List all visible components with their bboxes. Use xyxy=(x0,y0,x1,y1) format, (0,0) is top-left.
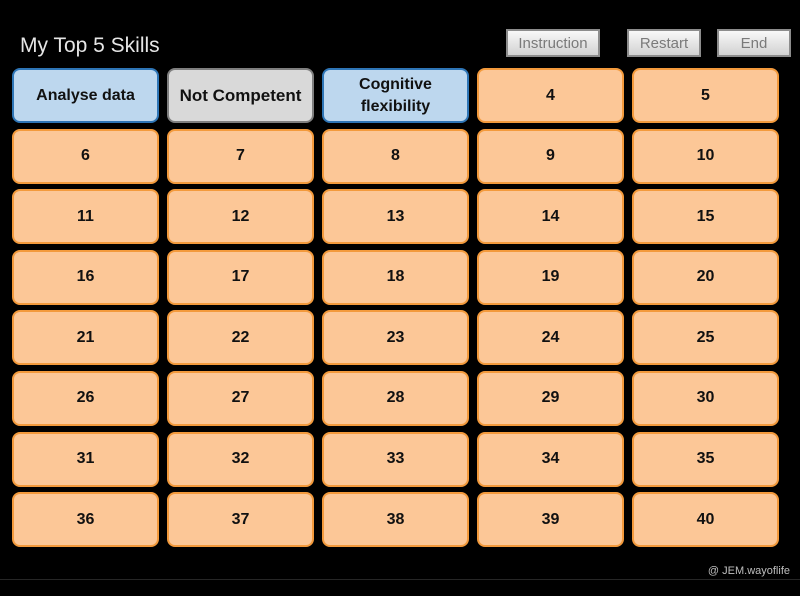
restart-button[interactable]: Restart xyxy=(627,29,701,57)
skill-card[interactable]: 20 xyxy=(632,249,779,305)
skill-card[interactable]: 5 xyxy=(632,68,779,123)
footer-divider xyxy=(0,579,800,580)
skill-card[interactable]: 30 xyxy=(632,370,779,426)
skill-card[interactable]: 4 xyxy=(477,68,624,123)
skill-card[interactable]: 32 xyxy=(167,431,314,487)
skill-card[interactable]: 34 xyxy=(477,431,624,487)
skill-card[interactable]: 24 xyxy=(477,310,624,366)
skill-card[interactable]: 10 xyxy=(632,128,779,184)
skill-card[interactable]: 19 xyxy=(477,249,624,305)
skill-card[interactable]: Not Competent xyxy=(167,68,314,123)
skill-card[interactable]: 7 xyxy=(167,128,314,184)
skill-card[interactable]: 17 xyxy=(167,249,314,305)
skill-card[interactable]: 38 xyxy=(322,492,469,548)
skill-card[interactable]: 16 xyxy=(12,249,159,305)
skill-card[interactable]: Cognitive flexibility xyxy=(322,68,469,123)
skill-card[interactable]: 18 xyxy=(322,249,469,305)
skill-card[interactable]: 22 xyxy=(167,310,314,366)
skill-card[interactable]: 8 xyxy=(322,128,469,184)
skill-card[interactable]: 6 xyxy=(12,128,159,184)
skill-card[interactable]: 28 xyxy=(322,370,469,426)
skill-card[interactable]: 15 xyxy=(632,189,779,245)
credit-text: @ JEM.wayoflife xyxy=(707,565,790,577)
skill-card[interactable]: Analyse data xyxy=(12,68,159,123)
skill-card[interactable]: 13 xyxy=(322,189,469,245)
skill-card-grid: Analyse data Not Competent Cognitive flexi… xyxy=(12,68,779,548)
skill-card[interactable]: 31 xyxy=(12,431,159,487)
skill-card[interactable]: 11 xyxy=(12,189,159,245)
skill-card[interactable]: 25 xyxy=(632,310,779,366)
skill-card[interactable]: 36 xyxy=(12,492,159,548)
skill-card[interactable]: 29 xyxy=(477,370,624,426)
skill-card[interactable]: 39 xyxy=(477,492,624,548)
skill-card[interactable]: 9 xyxy=(477,128,624,184)
skill-card[interactable]: 37 xyxy=(167,492,314,548)
skill-card[interactable]: 27 xyxy=(167,370,314,426)
skill-card[interactable]: 33 xyxy=(322,431,469,487)
end-button[interactable]: End xyxy=(717,29,791,57)
skill-card[interactable]: 23 xyxy=(322,310,469,366)
skill-card[interactable]: 21 xyxy=(12,310,159,366)
instruction-button[interactable]: Instruction xyxy=(506,29,600,57)
skill-card[interactable]: 14 xyxy=(477,189,624,245)
skill-card[interactable]: 12 xyxy=(167,189,314,245)
skill-card[interactable]: 26 xyxy=(12,370,159,426)
page-title: My Top 5 Skills xyxy=(20,34,160,57)
skill-card[interactable]: 35 xyxy=(632,431,779,487)
skill-card[interactable]: 40 xyxy=(632,492,779,548)
